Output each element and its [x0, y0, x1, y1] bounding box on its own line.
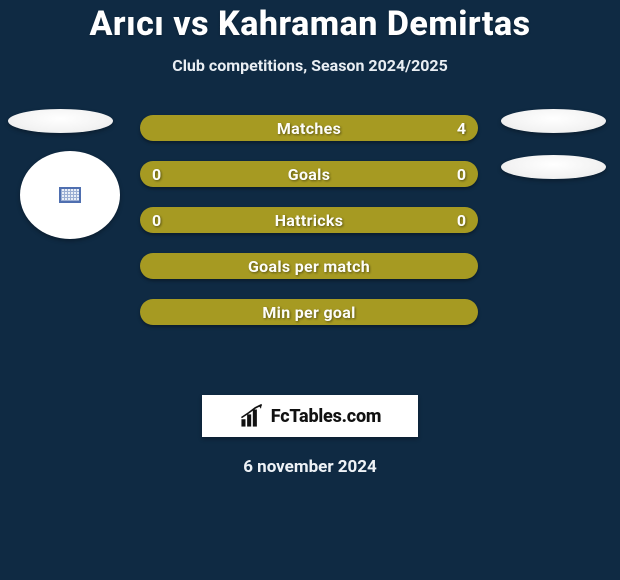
stat-left-value: 0	[152, 161, 161, 187]
player1-body-ellipse	[20, 151, 120, 239]
stat-row-goals: 0 Goals 0	[140, 161, 478, 187]
stat-rows: Matches 4 0 Goals 0 0 Hattricks 0 Goals …	[140, 115, 478, 345]
stat-row-matches: Matches 4	[140, 115, 478, 141]
stat-label: Goals per match	[248, 257, 370, 276]
player1-badge-icon	[59, 187, 81, 203]
bars-chart-icon	[239, 403, 265, 429]
stat-right-value: 0	[457, 207, 466, 233]
stat-label: Min per goal	[262, 303, 355, 322]
stat-row-hattricks: 0 Hattricks 0	[140, 207, 478, 233]
stat-row-min-per-goal: Min per goal	[140, 299, 478, 325]
comparison-stage: Matches 4 0 Goals 0 0 Hattricks 0 Goals …	[0, 115, 620, 375]
stat-label: Goals	[288, 165, 330, 184]
stat-right-value: 0	[457, 161, 466, 187]
page-title: Arıcı vs Kahraman Demirtas	[0, 0, 620, 44]
page-subtitle: Club competitions, Season 2024/2025	[0, 56, 620, 75]
stat-left-value: 0	[152, 207, 161, 233]
player1-head-ellipse	[8, 109, 113, 133]
player2-body-ellipse	[501, 155, 606, 179]
stat-right-value: 4	[457, 115, 466, 141]
stat-label: Hattricks	[275, 211, 344, 230]
player2-head-ellipse	[501, 109, 606, 133]
brand-text: FcTables.com	[271, 406, 382, 427]
stat-row-goals-per-match: Goals per match	[140, 253, 478, 279]
date-text: 6 november 2024	[0, 457, 620, 477]
stat-label: Matches	[277, 119, 341, 138]
brand-box: FcTables.com	[202, 395, 418, 437]
